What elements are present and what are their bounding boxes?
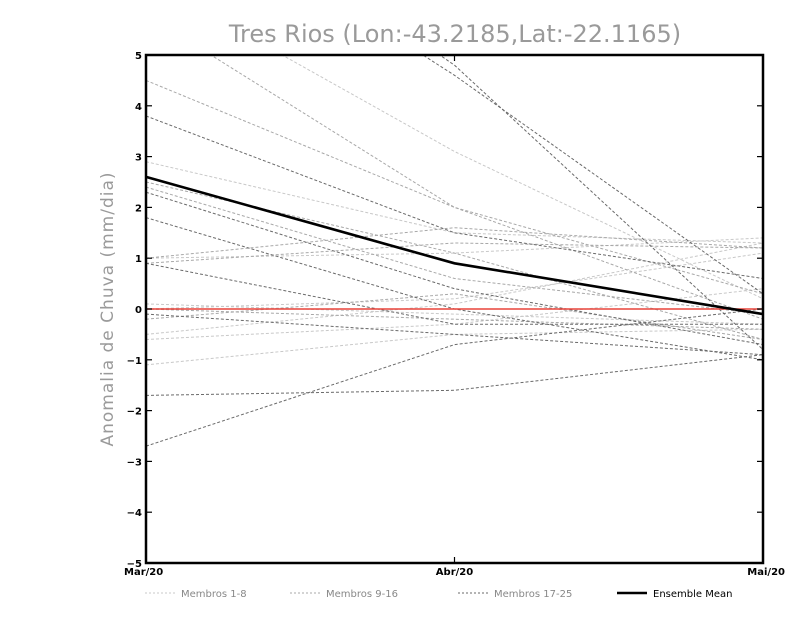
y-tick-label: −3 [127, 457, 142, 468]
legend-label-1: Membros 1-8 [181, 589, 247, 600]
y-tick-label: 5 [135, 51, 142, 62]
y-tick-label: 3 [135, 153, 142, 164]
legend-label-2: Membros 9-16 [326, 589, 398, 600]
member-line-group1-2 [146, 288, 763, 340]
member-line-group3-3 [146, 217, 763, 361]
member-line-group3-2 [146, 191, 763, 346]
y-tick-label: 4 [135, 102, 142, 113]
legend-label-4: Ensemble Mean [653, 589, 732, 600]
y-tick-label: −5 [127, 559, 142, 570]
y-tick-label: 0 [135, 305, 142, 316]
y-tick-label: 1 [135, 254, 142, 265]
ensemble-members [146, 55, 763, 447]
y-tick-label: 2 [135, 203, 142, 214]
legend: Membros 1-8 Membros 9-16 Membros 17-25 Ense… [145, 589, 732, 600]
x-tick-label: Mai/20 [747, 567, 785, 578]
member-line-group3-9 [438, 55, 763, 350]
member-line-group3-6 [146, 354, 763, 396]
member-line-group3-8 [421, 55, 763, 295]
member-line-group2-6 [146, 293, 763, 340]
member-line-group3-7 [146, 308, 763, 447]
member-line-group2-5 [209, 55, 763, 320]
x-tick-label: Abr/20 [436, 567, 473, 578]
member-line-group2-2 [146, 227, 763, 259]
y-tick-label: −4 [127, 508, 142, 519]
y-axis-ticks: −5 −4 −3 −2 −1 0 1 2 3 4 5 [127, 51, 763, 570]
member-line-group1-8 [146, 303, 763, 325]
member-line-group3-4 [146, 262, 763, 325]
member-line-group1-3 [146, 328, 763, 366]
x-axis-ticks: Mar/20 Abr/20 Mai/20 [124, 55, 785, 578]
member-line-group3-1 [146, 115, 763, 279]
member-line-group2-7 [146, 186, 763, 315]
member-line-group1-4 [146, 252, 763, 310]
y-tick-label: −2 [127, 407, 142, 418]
member-line-group1-6 [146, 161, 763, 244]
member-line-group1-5 [146, 237, 763, 259]
y-axis-label: Anomalia de Chuva (mm/dia) [98, 171, 118, 446]
chart-title: Tres Rios (Lon:-43.2185,Lat:-22.1165) [228, 20, 681, 48]
member-line-group2-3 [146, 181, 763, 340]
member-line-group3-5 [146, 313, 763, 356]
member-line-group2-8 [146, 308, 763, 330]
x-tick-label: Mar/20 [124, 567, 163, 578]
member-line-group2-1 [146, 79, 763, 295]
member-line-group1-1 [146, 242, 763, 335]
y-tick-label: −1 [127, 356, 142, 367]
legend-label-3: Membros 17-25 [494, 589, 572, 600]
ensemble-mean [145, 175, 764, 316]
ensemble-mean-line [145, 175, 764, 316]
member-line-group1-7 [281, 55, 763, 300]
